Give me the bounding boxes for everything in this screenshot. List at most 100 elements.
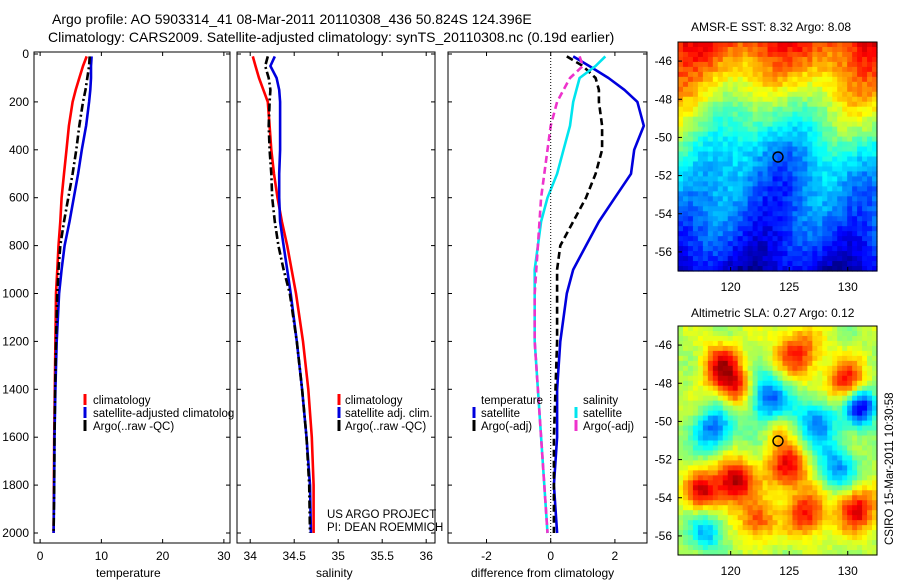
heatmap-cell [792,350,798,357]
heatmap-cell [842,161,848,168]
heatmap-cell [752,76,759,83]
heatmap-cell [782,470,789,476]
heatmap-cell [712,121,719,128]
heatmap-cell [862,111,868,118]
heatmap-cell [697,236,704,242]
heatmap-cell [817,425,823,432]
heatmap-cell [682,191,689,197]
heatmap-cell [772,251,779,257]
heatmap-cell [822,261,828,267]
heatmap-cell [777,176,784,182]
heatmap-cell [707,256,714,262]
heatmap-cell [687,400,694,407]
heatmap-cell [717,326,724,332]
heatmap-cell [787,146,794,153]
heatmap-cell [807,101,813,108]
heatmap-cell [807,525,813,531]
heatmap-cell [712,161,719,168]
heatmap-cell [837,86,843,93]
heatmap-cell [832,450,838,457]
heatmap-cell [678,335,684,342]
heatmap-cell [757,415,764,422]
heatmap-cell [847,385,853,392]
heatmap-cell [857,355,863,362]
heatmap-cell [767,246,774,252]
heatmap-cell [867,395,873,402]
heatmap-cell [742,141,749,148]
heatmap-cell [847,350,853,357]
heatmap-cell [737,111,744,118]
heatmap-cell [797,246,803,252]
heatmap-cell [678,525,684,531]
heatmap-cell [847,151,853,158]
heatmap-cell [707,500,714,506]
heatmap-cell [807,440,813,447]
heatmap-cell [847,430,853,437]
heatmap-cell [867,350,873,357]
heatmap-cell [802,56,808,63]
heatmap-cell [752,470,759,476]
heatmap-cell [857,525,863,531]
heatmap-cell [842,186,848,192]
heatmap-cell [732,420,739,427]
heatmap-cell [797,61,803,68]
heatmap-cell [842,355,848,362]
heatmap-cell [727,61,734,68]
heatmap-cell [872,460,878,466]
heatmap-cell [777,156,784,163]
heatmap-cell [702,51,709,58]
heatmap-cell [802,266,808,272]
heatmap-cell [867,196,873,202]
heatmap-cell [822,221,828,227]
heatmap-cell [837,186,843,192]
heatmap-cell [862,340,868,347]
heatmap-cell [722,385,729,392]
heatmap-cell [767,151,774,158]
heatmap-cell [787,515,794,521]
heatmap-cell [712,116,719,123]
heatmap-cell [697,101,704,108]
heatmap-cell [847,116,853,123]
heatmap-cell [842,510,848,516]
heatmap-cell [817,485,823,491]
heatmap-cell [752,51,759,58]
heatmap-cell [727,350,734,357]
heatmap-cell [678,66,684,73]
heatmap-cell [752,425,759,432]
heatmap-cell [837,445,843,452]
heatmap-cell [832,221,838,227]
heatmap-cell [752,206,759,212]
heatmap-cell [692,196,699,202]
heatmap-cell [757,181,764,187]
heatmap-cell [822,251,828,257]
heatmap-cell [827,430,833,437]
heatmap-cell [812,540,818,546]
heatmap-cell [857,42,863,48]
heatmap-cell [867,156,873,163]
heatmap-cell [742,61,749,68]
heatmap-cell [802,111,808,118]
heatmap-cell [842,485,848,491]
heatmap-cell [842,231,848,237]
heatmap-cell [767,42,774,48]
heatmap-cell [752,405,759,412]
heatmap-cell [872,106,878,113]
heatmap-cell [842,530,848,536]
heatmap-cell [762,46,769,53]
heatmap-cell [712,350,719,357]
heatmap-cell [872,176,878,182]
heatmap-cell [797,355,803,362]
heatmap-cell [817,261,823,267]
heatmap-cell [742,211,749,217]
heatmap-cell [712,525,719,531]
heatmap-cell [717,360,724,367]
heatmap-cell [762,206,769,212]
heatmap-cell [822,415,828,422]
heatmap-cell [742,266,749,272]
heatmap-cell [712,131,719,138]
heatmap-cell [742,540,749,546]
heatmap-cell [717,480,724,486]
heatmap-cell [827,400,833,407]
heatmap-cell [797,206,803,212]
heatmap-cell [742,181,749,187]
